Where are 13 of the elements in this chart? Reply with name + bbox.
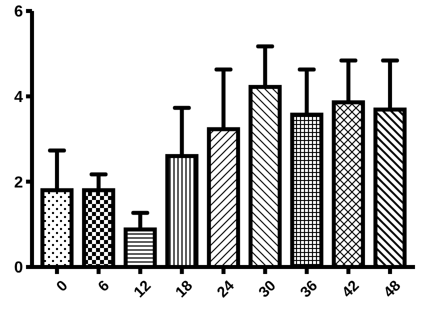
- x-tick-label: 42: [338, 277, 363, 302]
- x-tick-label: 12: [130, 277, 154, 302]
- x-tick-label: 0: [53, 277, 72, 296]
- y-tick-label: 2: [14, 174, 24, 192]
- y-tick-label: 4: [14, 88, 24, 106]
- x-tick-label: 48: [380, 277, 404, 302]
- y-tick-label: 6: [14, 4, 24, 21]
- x-tick-label: 36: [297, 277, 322, 302]
- x-tick-label: 30: [256, 277, 280, 302]
- x-tick-label: 24: [214, 276, 238, 302]
- x-tick-label: 18: [172, 277, 196, 302]
- x-tick-label: 6: [94, 277, 113, 296]
- y-tick-label: 0: [14, 260, 24, 277]
